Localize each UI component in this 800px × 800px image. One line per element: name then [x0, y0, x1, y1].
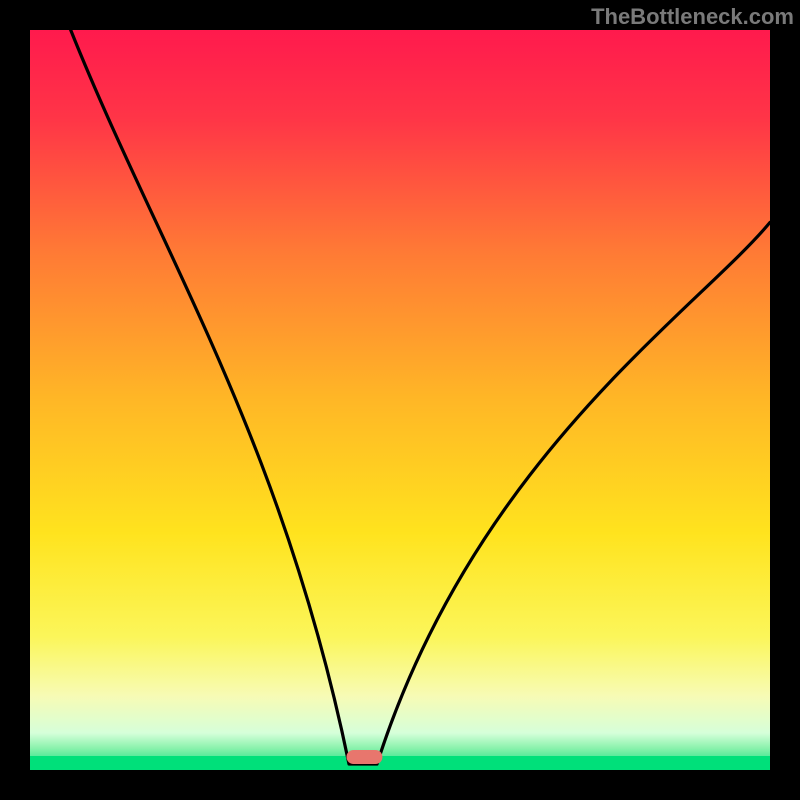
chart-svg — [0, 0, 800, 800]
green-band — [30, 756, 770, 770]
minimum-marker — [346, 750, 382, 764]
plot-area — [30, 30, 770, 770]
chart-container: TheBottleneck.com — [0, 0, 800, 800]
watermark-text: TheBottleneck.com — [591, 4, 794, 30]
